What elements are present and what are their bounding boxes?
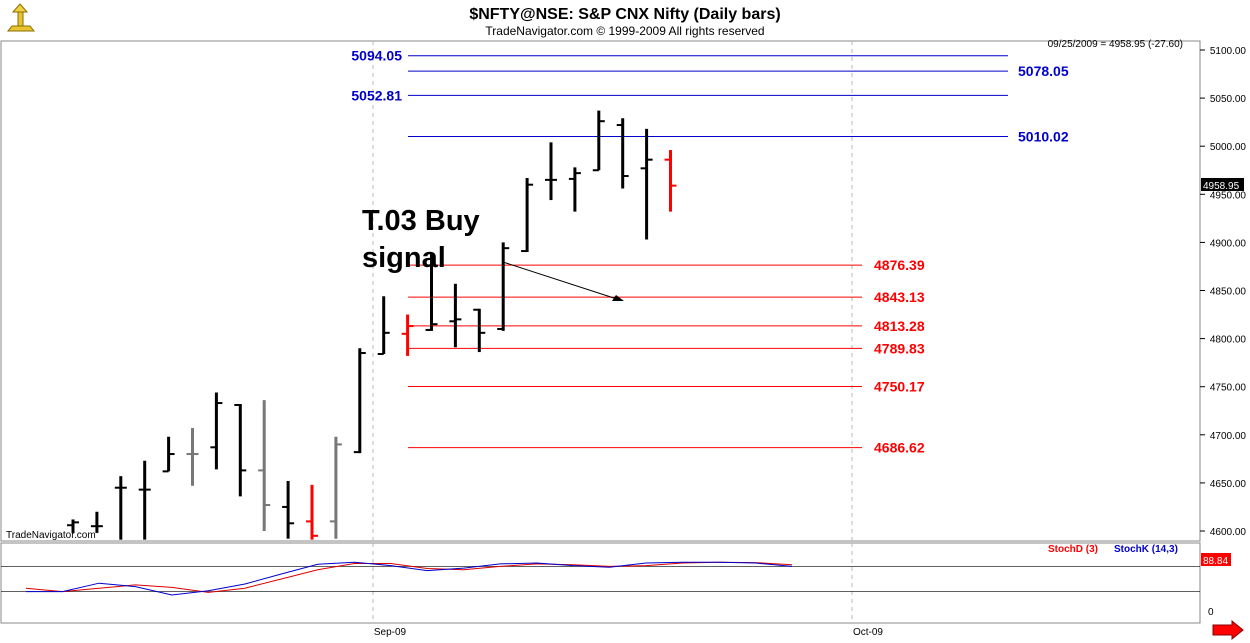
annotation-arrow [502, 261, 621, 301]
price-panel [0, 40, 1201, 542]
stoch-value-box [1201, 553, 1231, 566]
red-level-label: 4750.17 [874, 379, 925, 395]
y-tick-label: 5050.00 [1210, 94, 1247, 105]
red-level-label: 4843.13 [874, 289, 925, 305]
stochk-line [26, 561, 793, 596]
arrow-head-icon [612, 295, 624, 301]
y-tick-label: 4850.00 [1210, 287, 1247, 298]
red-level-label: 4813.28 [874, 318, 925, 334]
last-price-box [1201, 178, 1244, 191]
y-tick-label: 4650.00 [1210, 479, 1247, 490]
red-level-label: 4876.39 [874, 257, 925, 273]
blue-level-label: 5094.05 [351, 48, 402, 64]
stochastic-lines [1, 561, 1200, 596]
vertical-gridlines [372, 41, 853, 623]
red-level-label: 4686.62 [874, 440, 925, 456]
y-tick-label: 4750.00 [1210, 383, 1247, 394]
fib-levels: 5094.05 5078.05 5052.81 5010.02 4876.39 4843.… [351, 48, 1068, 456]
stochk-label: StochK (14,3) [1114, 544, 1178, 555]
time-axis: Sep-09 Oct-09 [374, 627, 884, 638]
x-tick-label: Oct-09 [853, 627, 883, 638]
last-price-label: 4958.95 [1203, 181, 1240, 192]
x-tick-label: Sep-09 [374, 627, 407, 638]
blue-level-label: 5010.02 [1018, 129, 1069, 145]
annotation-line2: signal [362, 242, 446, 274]
y-tick-label: 4600.00 [1210, 527, 1247, 538]
scroll-right-arrow-icon[interactable] [1212, 619, 1244, 641]
stochd-label: StochD (3) [1048, 544, 1098, 555]
trade-navigator-logo-icon [6, 3, 36, 32]
stoch-zero-label: 0 [1208, 607, 1214, 618]
price-axis: 5100.00 5050.00 5000.00 4950.00 4900.00 4850.… [1200, 46, 1246, 538]
y-tick-label: 4700.00 [1210, 431, 1247, 442]
watermark: TradeNavigator.com [6, 530, 96, 541]
y-tick-label: 5100.00 [1210, 46, 1247, 57]
indicator-panel [0, 542, 1201, 624]
stoch-value-label: 88.84 [1203, 556, 1228, 567]
stochd-line [25, 561, 793, 593]
y-tick-label: 5000.00 [1210, 142, 1247, 153]
y-tick-label: 4900.00 [1210, 238, 1247, 249]
price-bars [67, 110, 677, 540]
y-tick-label: 4950.00 [1210, 190, 1247, 201]
blue-level-label: 5078.05 [1018, 63, 1069, 79]
blue-level-label: 5052.81 [351, 87, 402, 103]
annotation-line1: T.03 Buy [362, 205, 480, 237]
chart-subtitle: TradeNavigator.com © 1999-2009 All right… [485, 24, 764, 38]
y-tick-label: 4800.00 [1210, 335, 1247, 346]
price-readout: 09/25/2009 = 4958.95 (-27.60) [1048, 39, 1183, 50]
red-level-label: 4789.83 [874, 340, 925, 356]
chart-title: $NFTY@NSE: S&P CNX Nifty (Daily bars) [469, 6, 780, 23]
